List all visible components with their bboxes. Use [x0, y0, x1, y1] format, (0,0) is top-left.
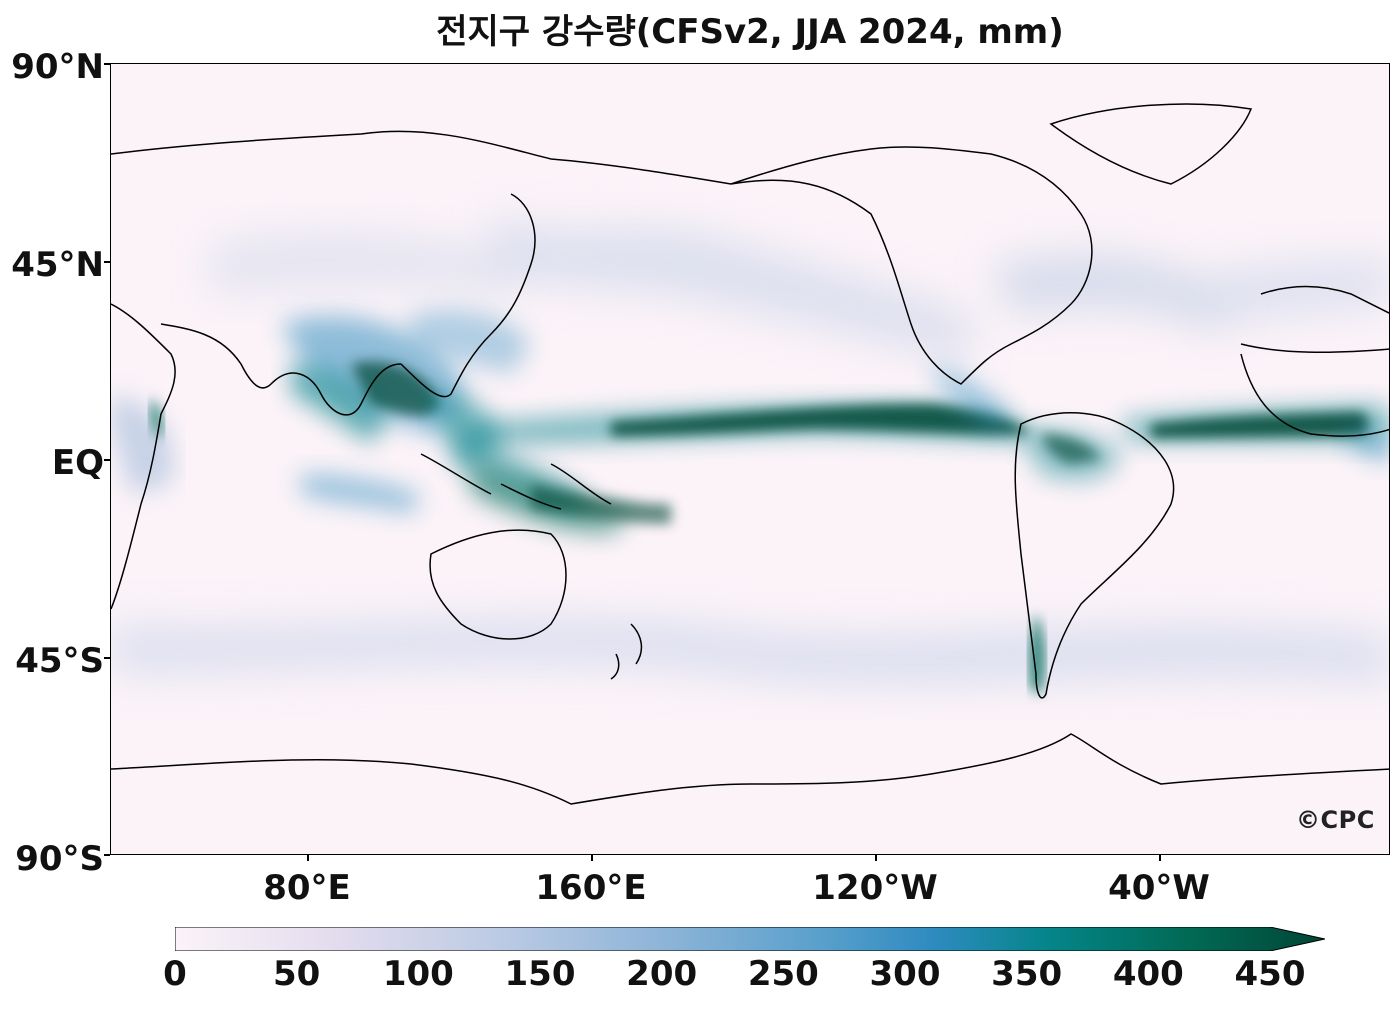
precipitation-field — [111, 214, 1389, 694]
colorbar-tick-label: 200 — [626, 954, 698, 994]
latitude-label-90n: 90°N — [11, 47, 104, 87]
longitude-tick-80e — [307, 855, 309, 861]
latitude-label-45s: 45°S — [15, 641, 104, 681]
colorbar-tick-label: 300 — [869, 954, 941, 994]
colorbar-tick-label: 350 — [991, 954, 1063, 994]
colorbar-tick-label: 0 — [163, 954, 187, 994]
colorbar-tick-label: 400 — [1112, 954, 1184, 994]
longitude-tick-40w — [1159, 855, 1161, 861]
map-title: 전지구 강수량(CFSv2, JJA 2024, mm) — [436, 12, 1064, 52]
cpc-watermark: ©CPC — [1296, 806, 1375, 834]
colorbar-tick-label: 150 — [504, 954, 576, 994]
colorbar-tick-label: 100 — [382, 954, 454, 994]
latitude-tick-45s — [104, 657, 110, 659]
colorbar-tick-label: 50 — [272, 954, 321, 994]
latitude-tick-90n — [104, 63, 110, 65]
colorbar-tick-label: 450 — [1234, 954, 1306, 994]
latitude-label-90s: 90°S — [15, 839, 104, 879]
coastlines — [111, 103, 1389, 805]
longitude-tick-120w — [875, 855, 877, 861]
latitude-tick-eq — [104, 459, 110, 461]
ocean-background — [111, 64, 1389, 854]
latitude-label-45n: 45°N — [11, 245, 104, 285]
longitude-label-40w: 40°W — [1108, 868, 1210, 908]
longitude-label-120w: 120°W — [812, 868, 938, 908]
colorbar-tick-label: 250 — [747, 954, 819, 994]
colorbar-gradient — [175, 927, 1325, 951]
longitude-label-160e: 160°E — [535, 868, 647, 908]
latitude-tick-90s — [104, 854, 110, 856]
colorbar — [175, 927, 1325, 951]
latitude-label-eq: EQ — [51, 443, 104, 483]
longitude-label-80e: 80°E — [263, 868, 351, 908]
map-canvas — [111, 64, 1389, 854]
longitude-tick-160e — [591, 855, 593, 861]
latitude-tick-45n — [104, 261, 110, 263]
precipitation-map — [110, 63, 1390, 855]
